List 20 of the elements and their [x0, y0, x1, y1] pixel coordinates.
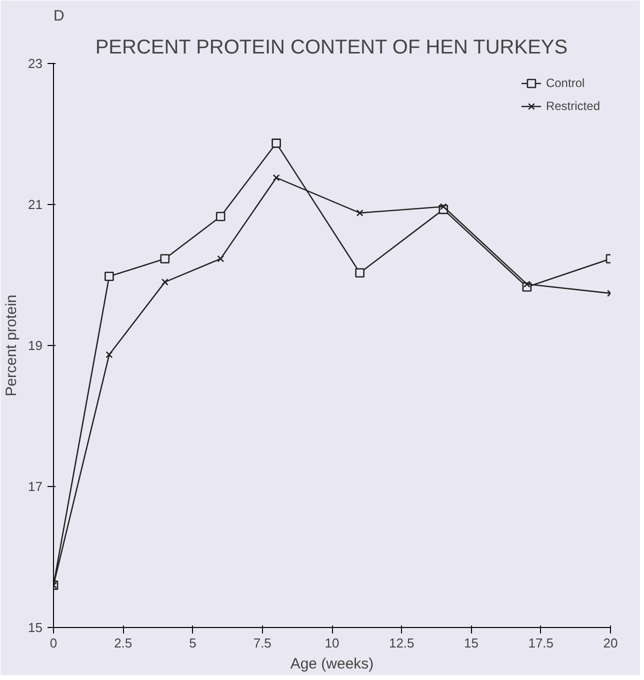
- legend-label: Restricted: [546, 99, 600, 113]
- x-tick-label: 15: [464, 636, 478, 650]
- y-tick-label: 23: [28, 56, 43, 71]
- x-tick-label: 5: [189, 636, 196, 650]
- x-tick-label: 10: [324, 636, 340, 650]
- legend-label: Control: [546, 76, 585, 90]
- x-tick-label: 0: [50, 636, 58, 650]
- y-tick-label: 15: [28, 620, 43, 635]
- y-tick-label: 19: [28, 338, 43, 353]
- x-tick-label: 7.5: [253, 636, 272, 650]
- y-axis-title: Percent protein: [3, 294, 20, 396]
- x-tick-label: 2.5: [114, 636, 132, 650]
- chart-title: PERCENT PROTEIN CONTENT OF HEN TURKEYS: [95, 36, 568, 58]
- text: D: [54, 8, 64, 24]
- x-tick-label: 12.5: [388, 636, 414, 650]
- y-tick-label: 21: [28, 197, 43, 212]
- x-tick-label: 17.5: [528, 636, 554, 650]
- y-tick-label: 17: [28, 479, 43, 494]
- x-axis-title: Age (weeks): [290, 656, 374, 672]
- x-tick-label: 20: [603, 636, 618, 650]
